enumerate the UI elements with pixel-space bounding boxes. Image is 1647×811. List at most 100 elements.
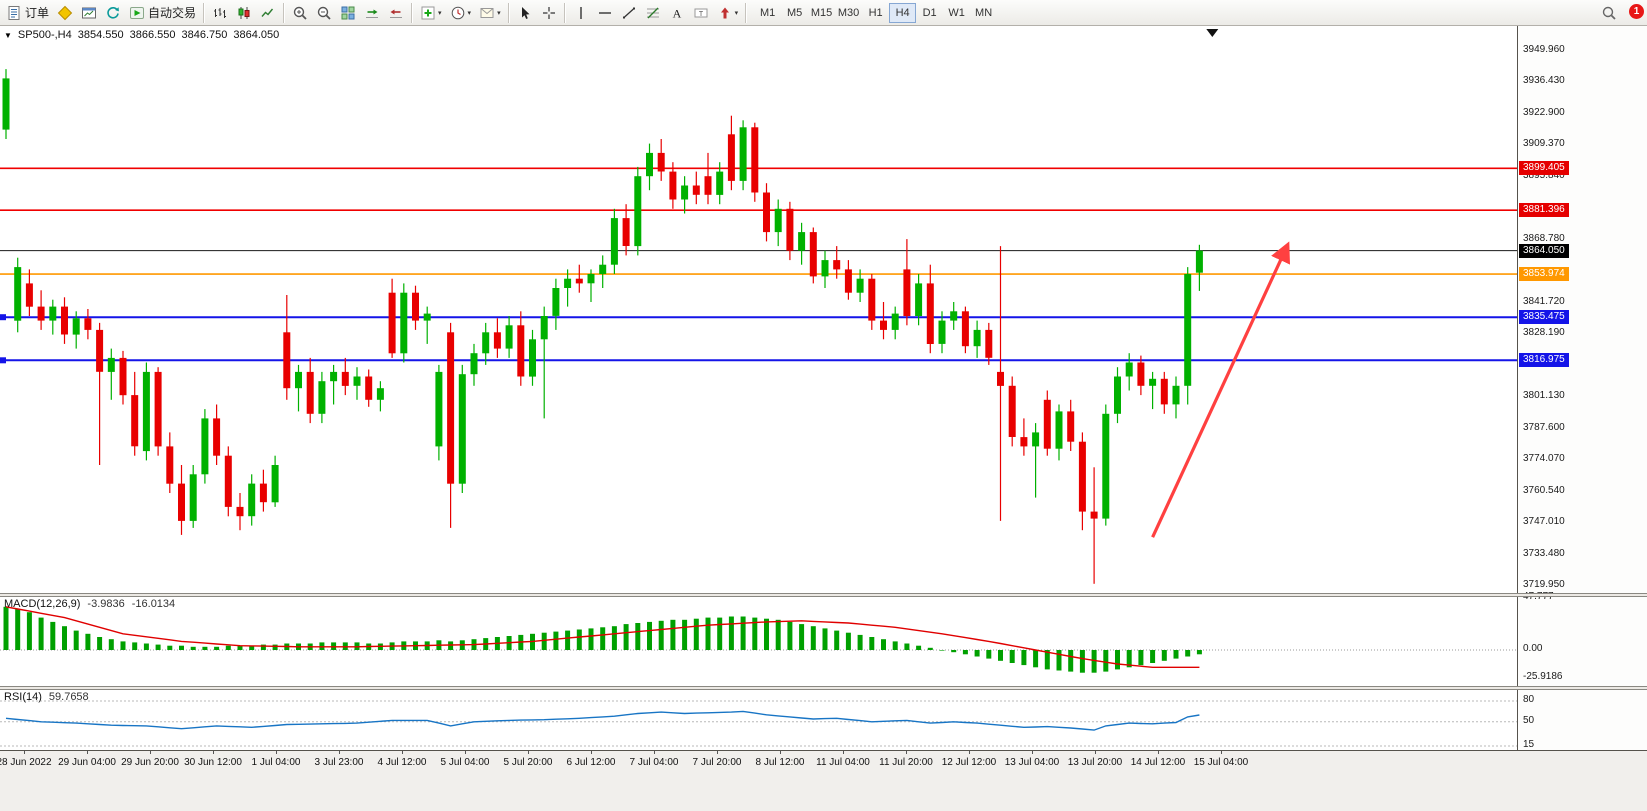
timeframe-w1-button[interactable]: W1	[943, 3, 970, 23]
time-tick	[213, 751, 214, 754]
price-tick: 3760.540	[1523, 484, 1565, 496]
svg-text:T: T	[698, 10, 703, 17]
price-badge: 3881.396	[1519, 203, 1569, 218]
toolbar-separator	[745, 2, 748, 23]
timeframe-d1-button[interactable]: D1	[916, 3, 943, 23]
time-label: 5 Jul 20:00	[503, 757, 553, 768]
panel-splitter[interactable]	[0, 593, 1647, 597]
price-tick: 3733.480	[1523, 547, 1565, 559]
price-tick: 3868.780	[1523, 232, 1565, 244]
new-chart-button[interactable]	[77, 2, 101, 24]
templates-button[interactable]: ▾	[475, 2, 505, 24]
indicators-button[interactable]: ▾	[416, 2, 446, 24]
notification-badge[interactable]: 1	[1629, 4, 1644, 19]
price-chart[interactable]: ▼ SP500-,H4 3854.550 3866.550 3846.750 3…	[0, 26, 1517, 593]
time-tick	[276, 751, 277, 754]
time-label: 12 Jul 12:00	[941, 757, 997, 768]
time-tick	[339, 751, 340, 754]
horizontal-line-button[interactable]	[593, 2, 617, 24]
zoom-in-button[interactable]	[288, 2, 312, 24]
tile-windows-button[interactable]	[336, 2, 360, 24]
price-tick: 3719.950	[1523, 579, 1565, 591]
fibonacci-button[interactable]	[641, 2, 665, 24]
time-label: 15 Jul 04:00	[1193, 757, 1249, 768]
text-button[interactable]: A	[665, 2, 689, 24]
price-tick: 3801.130	[1523, 390, 1565, 402]
autotrade-button[interactable]: 自动交易	[125, 2, 200, 24]
timeframe-m15-button[interactable]: M15	[808, 3, 835, 23]
time-tick	[906, 751, 907, 754]
candlestick-chart-button[interactable]	[232, 2, 256, 24]
toolbar-separator	[203, 2, 206, 23]
line-chart-icon	[261, 8, 274, 17]
time-tick	[465, 751, 466, 754]
toolbar-separator	[563, 2, 566, 23]
rsi-scale-tick: 80	[1523, 694, 1535, 705]
price-tick: 3949.960	[1523, 43, 1565, 55]
new-chart-icon	[82, 7, 97, 18]
timeframe-h1-button[interactable]: H1	[862, 3, 889, 23]
time-tick	[717, 751, 718, 754]
price-badge: 3835.475	[1519, 310, 1569, 325]
cursor-button[interactable]	[513, 2, 537, 24]
trend-arrow-annotation	[1151, 241, 1290, 538]
macd-scale-tick: 0.00	[1523, 643, 1543, 654]
refresh-button[interactable]	[101, 2, 125, 24]
new-order-icon	[8, 5, 20, 20]
timeframe-h4-button[interactable]: H4	[889, 2, 917, 23]
time-tick	[1221, 751, 1222, 754]
price-tick: 3936.430	[1523, 75, 1565, 87]
cursor-icon	[521, 6, 530, 19]
timeframe-m1-button[interactable]: M1	[754, 3, 781, 23]
auto-scroll-button[interactable]	[360, 2, 384, 24]
time-tick	[402, 751, 403, 754]
time-label: 13 Jul 04:00	[1004, 757, 1060, 768]
time-label: 29 Jun 04:00	[58, 757, 116, 768]
time-label: 14 Jul 12:00	[1130, 757, 1186, 768]
vertical-line-button[interactable]	[569, 2, 593, 24]
rsi-panel[interactable]: RSI(14) 59.7658	[0, 690, 1517, 750]
timeframe-m5-button[interactable]: M5	[781, 3, 808, 23]
tile-windows-icon	[341, 6, 355, 19]
gold-diamond-button[interactable]	[53, 2, 77, 24]
chart-shift-button[interactable]	[384, 2, 408, 24]
price-scale[interactable]: 3949.9603936.4303922.9003909.3703895.840…	[1517, 26, 1647, 750]
search-button[interactable]	[1597, 2, 1621, 24]
shapes-icon	[720, 7, 729, 18]
price-tick: 3747.010	[1523, 516, 1565, 528]
timeframe-mn-button[interactable]: MN	[970, 3, 997, 23]
periods-button[interactable]: ▾	[446, 2, 476, 24]
timeframe-m30-button[interactable]: M30	[835, 3, 862, 23]
label-icon: T	[694, 8, 708, 17]
vertical-line-icon	[579, 6, 582, 19]
search-icon	[1602, 6, 1616, 20]
trendline-button[interactable]	[617, 2, 641, 24]
zoom-out-icon	[317, 6, 331, 20]
dropdown-caret-icon: ▾	[497, 9, 501, 17]
line-chart-button[interactable]	[256, 2, 280, 24]
crosshair-button[interactable]	[537, 2, 561, 24]
price-badge: 3816.975	[1519, 353, 1569, 368]
bar-chart-button[interactable]	[208, 2, 232, 24]
panel-splitter[interactable]	[0, 686, 1647, 690]
label-button[interactable]: T	[689, 2, 713, 24]
time-tick	[780, 751, 781, 754]
time-label: 4 Jul 12:00	[377, 757, 427, 768]
price-tick: 3909.370	[1523, 138, 1565, 150]
shapes-button[interactable]: ▾	[713, 2, 743, 24]
time-label: 30 Jun 12:00	[184, 757, 242, 768]
time-label: 7 Jul 20:00	[692, 757, 742, 768]
dropdown-caret-icon: ▾	[438, 9, 442, 17]
price-tick: 3841.720	[1523, 295, 1565, 307]
dropdown-caret-icon: ▾	[467, 9, 472, 17]
time-label: 29 Jun 20:00	[121, 757, 179, 768]
zoom-out-button[interactable]	[312, 2, 336, 24]
gold-diamond-icon	[57, 5, 73, 20]
time-axis[interactable]: 28 Jun 2022 29 Jun 04:00 29 Jun 20:00 30 Ju…	[0, 750, 1647, 775]
order-button[interactable]: 订单	[2, 2, 53, 24]
time-label: 11 Jul 04:00	[816, 757, 870, 768]
indicators-icon	[421, 6, 435, 19]
macd-panel[interactable]: MACD(12,26,9) -3.9836 -16.0134	[0, 597, 1517, 686]
zoom-in-icon	[293, 6, 307, 20]
